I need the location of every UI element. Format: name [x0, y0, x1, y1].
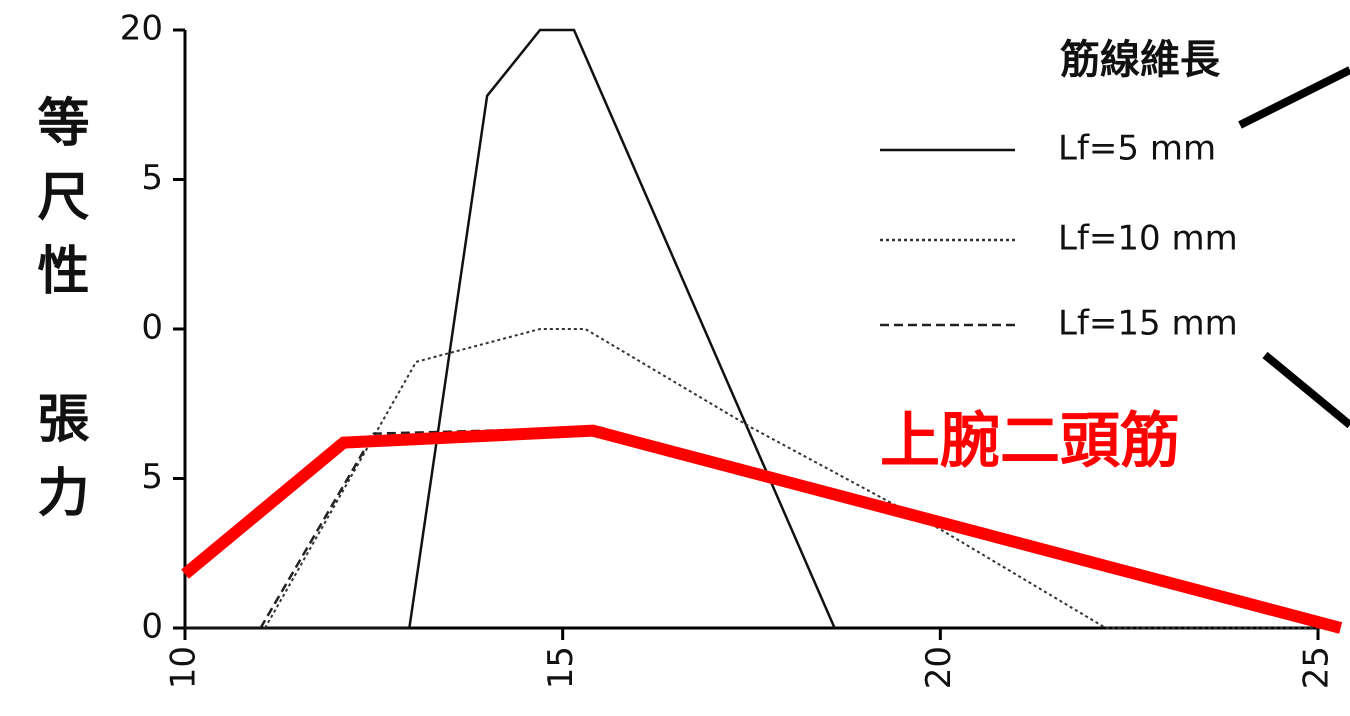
x-tick-label: 15: [541, 646, 581, 689]
x-tick-label: 10: [164, 646, 204, 689]
series-label: 上腕二頭筋: [880, 407, 1180, 477]
series-line: [185, 30, 835, 628]
legend-label: Lf=5 mm: [1058, 129, 1216, 169]
y-tick-label: 5: [141, 158, 163, 198]
y-tick-label: 0: [141, 308, 163, 348]
x-tick-label: 20: [919, 646, 959, 689]
y-tick-label: 0: [141, 607, 163, 647]
legend-label: Lf=10 mm: [1058, 219, 1238, 259]
x-tick-label: 25: [1297, 646, 1337, 689]
chart: 等尺性 張力 筋線維長 0 5 0 5 20 10 15 20 25 Lf=5 mm Lf=10 m…: [0, 0, 1350, 716]
annotation-line: [1265, 355, 1350, 425]
y-tick-label: 20: [120, 9, 163, 49]
annotation-line: [1240, 70, 1350, 125]
y-axis-label: 等尺性 張力: [28, 95, 89, 539]
legend-label: Lf=15 mm: [1058, 304, 1238, 344]
legend-title: 筋線維長: [1060, 37, 1221, 83]
y-tick-label: 5: [141, 457, 163, 497]
